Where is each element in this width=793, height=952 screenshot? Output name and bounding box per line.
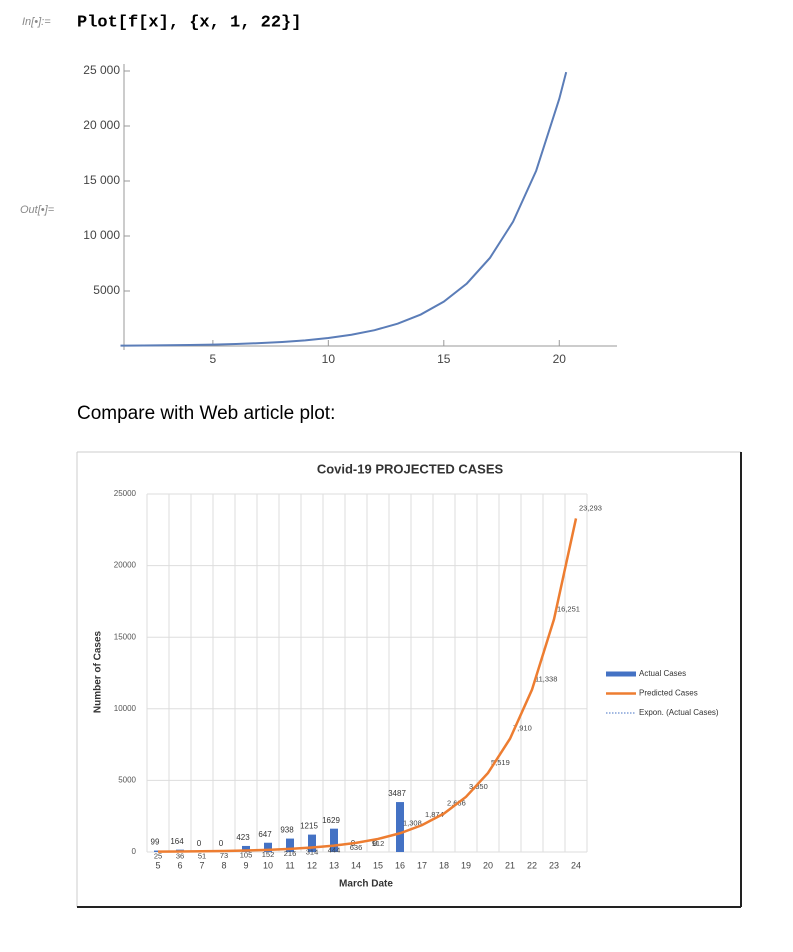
line-label: 1,874 [425, 810, 444, 819]
bar-label: 938 [280, 826, 294, 835]
line-label: 314 [306, 847, 319, 856]
line-label: 1,308 [403, 818, 422, 827]
predicted-line [157, 518, 578, 853]
x-tick-label: 19 [461, 860, 471, 870]
y-tick-label: 10 000 [83, 228, 120, 242]
x-tick-label: 11 [285, 860, 294, 870]
line-label: 23,293 [579, 503, 602, 512]
legend-label: Predicted Cases [639, 689, 698, 698]
x-tick-label: 23 [549, 860, 559, 870]
x-tick-label: 22 [527, 860, 537, 870]
bar [264, 842, 272, 852]
x-tick-label: 5 [155, 860, 160, 870]
line-label: 5,519 [491, 758, 510, 767]
x-tick-label: 10 [322, 352, 336, 366]
y-tick-label: 5000 [118, 776, 136, 785]
line-label: 636 [350, 843, 363, 852]
y-tick-label: 25000 [114, 489, 137, 498]
line-label: 3,850 [469, 782, 488, 791]
y-tick-label: 15000 [114, 632, 137, 641]
caption: Compare with Web article plot: [77, 403, 335, 424]
chart-title: Covid-19 PROJECTED CASES [317, 461, 504, 476]
x-tick-label: 17 [417, 860, 427, 870]
bar-label: 1215 [300, 822, 318, 831]
x-tick-label: 20 [553, 352, 567, 366]
x-tick-label: 15 [373, 860, 383, 870]
y-tick-label: 5000 [93, 283, 120, 297]
x-tick-label: 24 [571, 860, 581, 870]
x-tick-label: 15 [437, 352, 451, 366]
y-tick-label: 25 000 [83, 63, 120, 77]
line-label: 36 [176, 851, 184, 860]
bar-label: 99 [151, 838, 160, 847]
legend-label: Actual Cases [639, 669, 686, 678]
x-tick-label: 21 [505, 860, 515, 870]
y-tick-label: 10000 [114, 704, 137, 713]
x-tick-label: 8 [221, 860, 226, 870]
x-tick-label: 6 [177, 860, 182, 870]
line-label: 11,338 [535, 675, 557, 684]
out-label: Out[•]= [20, 204, 55, 216]
line-label: 25 [154, 852, 162, 861]
bar [286, 838, 294, 852]
bar-label: 3487 [388, 789, 406, 798]
line-label: 216 [284, 849, 297, 858]
bar [308, 834, 316, 852]
line-label: 73 [220, 851, 228, 860]
y-tick-label: 20 000 [83, 118, 120, 132]
line-label: 7,910 [513, 724, 532, 733]
y-axis-title: Number of Cases [93, 630, 104, 713]
in-label: In[•]:= [22, 16, 51, 28]
line-label: 51 [198, 851, 206, 860]
x-tick-label: 14 [351, 860, 361, 870]
y-tick-label: 0 [132, 847, 137, 856]
legend-swatch [606, 671, 636, 677]
x-tick-label: 10 [263, 860, 273, 870]
bar-label: 423 [236, 833, 250, 842]
line-label: 152 [262, 850, 275, 859]
x-tick-label: 5 [210, 352, 217, 366]
line-label: 444 [328, 846, 341, 855]
bar-label: 0 [373, 839, 378, 848]
x-tick-label: 20 [483, 860, 493, 870]
line-label: 16,251 [557, 604, 580, 613]
x-tick-label: 13 [329, 860, 339, 870]
y-tick-label: 20000 [114, 561, 137, 570]
bar-label: 1629 [322, 816, 340, 825]
bar-label: 0 [197, 839, 202, 848]
bar-label: 647 [258, 830, 272, 839]
bar [242, 845, 250, 852]
curve [120, 71, 568, 347]
line-label: 105 [240, 850, 253, 859]
input-code[interactable]: Plot[f[x], {x, 1, 22}] [77, 13, 301, 32]
x-tick-label: 9 [243, 860, 248, 870]
x-tick-label: 7 [199, 860, 204, 870]
line-label: 912 [372, 839, 385, 848]
bar [396, 802, 404, 852]
x-tick-label: 16 [395, 860, 405, 870]
bar [330, 828, 338, 852]
bar-label: 0 [219, 839, 224, 848]
x-axis-title: March Date [339, 879, 393, 890]
y-tick-label: 15 000 [83, 173, 120, 187]
x-tick-label: 12 [307, 860, 317, 870]
legend-label: Expon. (Actual Cases) [639, 708, 719, 717]
x-tick-label: 18 [439, 860, 449, 870]
bar-label: 164 [170, 837, 184, 846]
